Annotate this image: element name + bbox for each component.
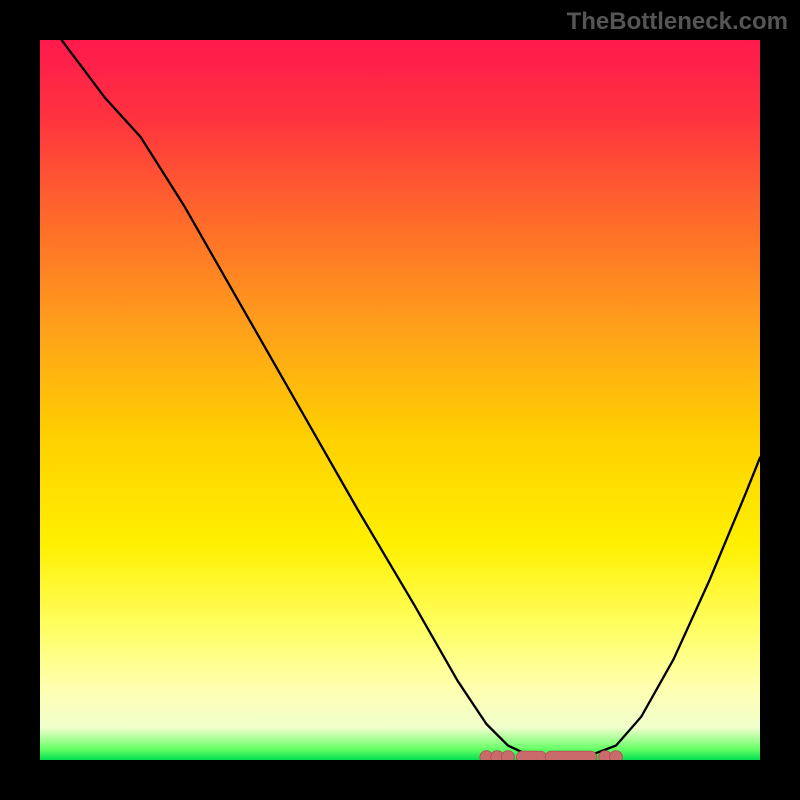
- marker-circle: [610, 751, 623, 760]
- marker-circle: [502, 751, 515, 760]
- marker-capsule: [516, 751, 546, 760]
- marker-capsule: [545, 751, 597, 760]
- watermark-text: TheBottleneck.com: [567, 8, 788, 36]
- plot-area: [40, 40, 760, 760]
- chart-frame: TheBottleneck.com: [0, 0, 800, 800]
- bottom-markers-group: [480, 751, 623, 760]
- plot-svg: [40, 40, 760, 760]
